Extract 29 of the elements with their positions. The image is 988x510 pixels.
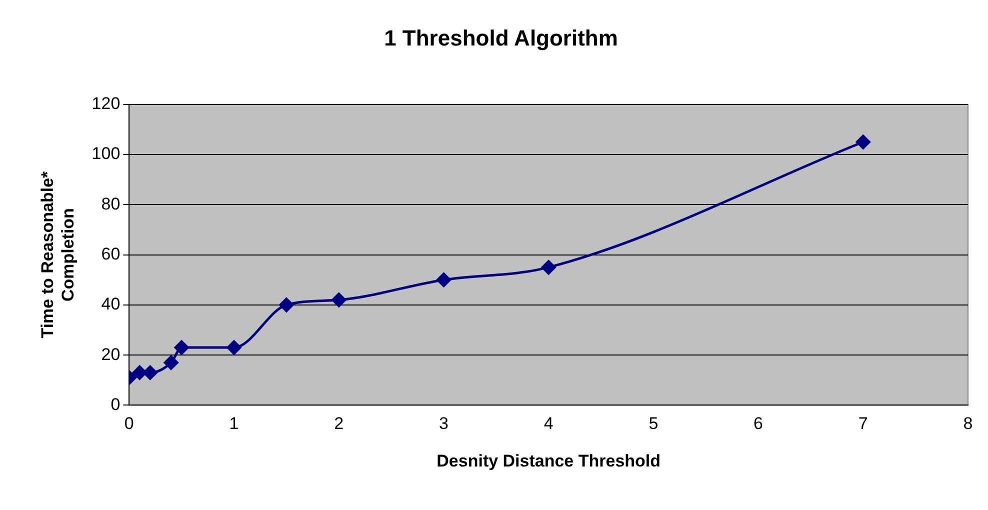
point	[541, 260, 556, 275]
x-tick-label: 5	[648, 414, 658, 434]
point	[164, 355, 178, 370]
point	[436, 272, 451, 288]
y-tick-label: 120	[92, 94, 120, 114]
y-tick-label: 60	[101, 244, 120, 264]
x-tick-label: 7	[858, 414, 868, 434]
chart-title: 1 Threshold Algorithm	[384, 25, 618, 50]
point	[332, 292, 346, 308]
y-axis-title: Time to Reasonable* Completion	[38, 170, 78, 338]
point	[132, 365, 147, 380]
x-tick-label: 0	[124, 414, 134, 434]
y-tick-label: 40	[101, 294, 120, 314]
y-tick-label: 0	[110, 394, 120, 414]
x-tick-label: 6	[754, 414, 764, 434]
x-axis-title: Desnity Distance Threshold	[436, 451, 661, 470]
point	[856, 134, 870, 150]
point	[142, 365, 158, 380]
point	[174, 340, 189, 355]
x-tick-label: 8	[963, 414, 973, 434]
x-tick-label: 4	[544, 414, 554, 434]
y-tick-label: 80	[101, 194, 120, 214]
point	[226, 340, 242, 355]
x-tick-label: 2	[334, 414, 344, 434]
y-tick-label: 20	[101, 344, 120, 364]
x-tick-label: 3	[438, 414, 448, 434]
y-tick-label: 100	[92, 144, 120, 164]
x-tick-label: 1	[229, 414, 239, 434]
point	[279, 298, 294, 312]
